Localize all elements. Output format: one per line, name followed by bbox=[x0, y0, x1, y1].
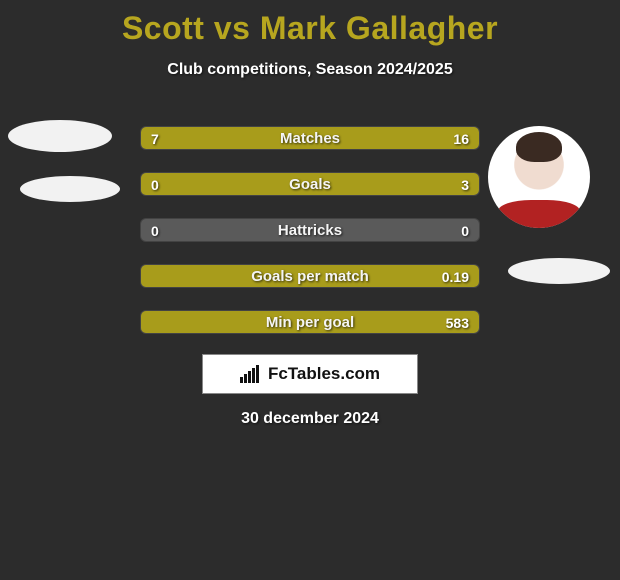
page-title: Scott vs Mark Gallagher bbox=[0, 0, 620, 47]
stat-row: Min per goal583 bbox=[140, 310, 480, 334]
stat-label: Min per goal bbox=[141, 311, 479, 333]
stat-label: Goals bbox=[141, 173, 479, 195]
stat-value-left: 0 bbox=[151, 219, 159, 241]
stat-row: Goals per match0.19 bbox=[140, 264, 480, 288]
avatar-hair bbox=[516, 132, 562, 162]
stat-value-right: 0.19 bbox=[442, 265, 469, 287]
stat-row: Goals0 3 bbox=[140, 172, 480, 196]
stat-value-right: 583 bbox=[446, 311, 469, 333]
stat-value-right: 3 bbox=[461, 173, 469, 195]
brand-text: FcTables.com bbox=[268, 364, 380, 384]
brand-box: FcTables.com bbox=[202, 354, 418, 394]
right-player-badge-placeholder bbox=[508, 258, 610, 284]
left-player-badge-placeholder bbox=[20, 176, 120, 202]
avatar-shirt bbox=[498, 200, 580, 228]
stats-block: Matches716Goals03Hattricks00Goals per ma… bbox=[140, 126, 480, 356]
comparison-infographic: Scott vs Mark Gallagher Club competition… bbox=[0, 0, 620, 580]
date-line: 30 december 2024 bbox=[0, 410, 620, 428]
stat-label: Hattricks bbox=[141, 219, 479, 241]
right-player-avatar bbox=[488, 126, 590, 228]
stat-label: Goals per match bbox=[141, 265, 479, 287]
left-player-avatar-placeholder bbox=[8, 120, 112, 152]
stat-value-right: 16 bbox=[453, 127, 469, 149]
brand-bars-icon bbox=[240, 365, 262, 383]
stat-value-right: 0 bbox=[461, 219, 469, 241]
stat-label: Matches bbox=[141, 127, 479, 149]
stat-value-left: 7 bbox=[151, 127, 159, 149]
stat-row: Matches7 16 bbox=[140, 126, 480, 150]
stat-row: Hattricks0 0 bbox=[140, 218, 480, 242]
stat-value-left: 0 bbox=[151, 173, 159, 195]
subtitle: Club competitions, Season 2024/2025 bbox=[0, 61, 620, 79]
